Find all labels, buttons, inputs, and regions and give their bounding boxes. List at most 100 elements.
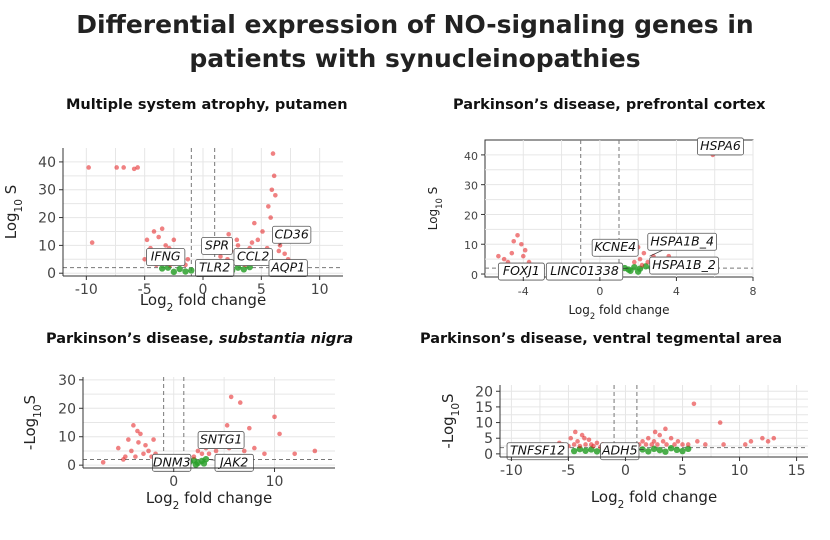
data-point-sig: [255, 237, 261, 243]
gene-label: FOXJ1: [503, 263, 540, 278]
panel-title-pd-substantia-nigra: Parkinson’s disease, substantia nigra: [46, 331, 353, 347]
x-axis-title: Log2 fold change: [146, 489, 272, 512]
data-point-sig: [277, 243, 283, 248]
y-tick-label: 0: [471, 269, 478, 282]
y-axis-title: Log10 S: [426, 187, 444, 231]
data-point-sig: [582, 435, 587, 441]
data-point-sig: [218, 254, 223, 259]
gene-label-box: [697, 137, 744, 156]
data-point-ns: [192, 461, 200, 468]
data-point-sig: [142, 257, 147, 262]
gene-label: AQP1: [270, 260, 305, 275]
volcano-plot-pd-prefrontal: HSPA6 KCNE4 HSPA1B_4 FOXJ1 LINC01338 HSPA1B_2…: [426, 137, 757, 321]
data-point-sig: [228, 394, 234, 400]
y-tick-label: 30: [38, 183, 56, 199]
data-point-sig: [496, 253, 501, 259]
data-point-sig: [273, 193, 278, 198]
data-point-sig: [641, 250, 647, 256]
x-tick-label: 8: [750, 285, 757, 298]
data-point-sig: [645, 435, 651, 441]
data-point-sig: [252, 445, 257, 451]
data-point-sig: [643, 442, 649, 447]
gene-label-box: [506, 442, 569, 461]
x-tick-label: -4: [518, 285, 529, 298]
gene-label: HSPA1B_2: [652, 257, 716, 272]
data-point-ns: [582, 447, 589, 454]
volcano-plot-pd-substantia-nigra: SNTG1 DNM3 JAK2 0 10 0 10 20 30 Log2 fold change -…: [21, 373, 335, 512]
gene-label-box: [600, 442, 640, 461]
data-point-ns: [679, 447, 686, 455]
data-point-sig: [691, 401, 697, 407]
x-tick-label: 4: [673, 285, 680, 298]
gene-label: JAK2: [217, 454, 248, 469]
x-tick-label: 10: [266, 474, 284, 490]
y-tick-label: 15: [475, 400, 493, 416]
y-tick-label: 20: [464, 209, 478, 222]
y-tick-label: 10: [464, 239, 478, 252]
data-point-ns: [645, 448, 652, 455]
data-point-sig: [235, 243, 241, 248]
gene-label: DNM3: [153, 454, 191, 469]
data-point-sig: [760, 435, 765, 441]
data-point-sig: [163, 243, 168, 248]
data-point-sig: [136, 440, 141, 445]
data-point-sig: [135, 165, 140, 170]
data-point-ns: [176, 265, 183, 273]
data-point-sig: [685, 442, 691, 447]
data-point-ns: [627, 267, 634, 274]
data-point-sig: [206, 451, 212, 457]
data-point-sig: [199, 451, 205, 457]
panel-title-pd-vta: Parkinson’s disease, ventral tegmental a…: [420, 331, 783, 347]
data-point-sig: [151, 229, 157, 234]
data-point-sig: [129, 448, 134, 454]
main-title: Differential expression of NO-signaling …: [0, 8, 830, 76]
gene-label: LINC01338: [550, 263, 619, 278]
data-point-sig: [748, 439, 754, 444]
gene-label-box: [647, 232, 717, 251]
data-point-ns: [200, 460, 208, 467]
y-tick-label: 20: [475, 384, 493, 400]
y-tick-label: 30: [464, 180, 478, 193]
data-point-sig: [115, 445, 121, 451]
gene-label-box: [649, 256, 719, 275]
data-point-sig: [270, 151, 276, 156]
data-point-sig: [695, 439, 700, 444]
data-point-sig: [146, 448, 151, 454]
x-axis-title: Log2 fold change: [568, 303, 669, 321]
data-point-sig: [135, 428, 140, 434]
x-tick-label: 10: [311, 282, 329, 298]
data-point-sig: [651, 439, 657, 444]
gene-label: TNFSF12: [510, 443, 565, 458]
data-point-ns: [662, 448, 669, 455]
plot-group: HSPA6 KCNE4 HSPA1B_4 FOXJ1 LINC01338 HSPA1B_2…: [426, 137, 757, 321]
y-tick-label: 10: [38, 238, 56, 254]
y-tick-label: 20: [58, 401, 76, 417]
gene-label: HSPA1B_4: [650, 233, 714, 248]
gene-label: ADH5: [601, 443, 638, 458]
main-title-line2: patients with synucleinopathies: [189, 44, 641, 73]
x-tick-label: -5: [561, 463, 575, 479]
gene-label-box: [497, 262, 545, 281]
data-point-sig: [213, 448, 219, 454]
data-point-sig: [252, 220, 257, 226]
y-tick-label: 40: [38, 155, 56, 171]
plot-group: SNTG1 DNM3 JAK2 0 10 0 10 20 30 Log2 fold change -…: [21, 373, 335, 512]
data-point-sig: [224, 423, 230, 428]
data-point-sig: [100, 460, 106, 465]
x-tick-label: 0: [199, 282, 208, 298]
x-axis-title: Log2 fold change: [591, 488, 717, 511]
panel-title-pd-prefrontal: Parkinson’s disease, prefrontal cortex: [453, 97, 766, 113]
gene-label: CCL2: [237, 249, 269, 264]
data-point-sig: [126, 437, 131, 442]
data-point-sig: [234, 237, 240, 243]
x-tick-label: 10: [731, 463, 749, 479]
data-point-sig: [226, 231, 231, 237]
data-point-sig: [572, 429, 578, 435]
x-tick-label: 15: [788, 463, 806, 479]
data-point-sig: [144, 237, 150, 243]
data-point-sig: [282, 251, 287, 257]
data-point-sig: [114, 165, 119, 170]
data-point-sig: [131, 166, 137, 172]
data-point-ns: [170, 268, 178, 276]
x-tick-label: 0: [621, 463, 630, 479]
